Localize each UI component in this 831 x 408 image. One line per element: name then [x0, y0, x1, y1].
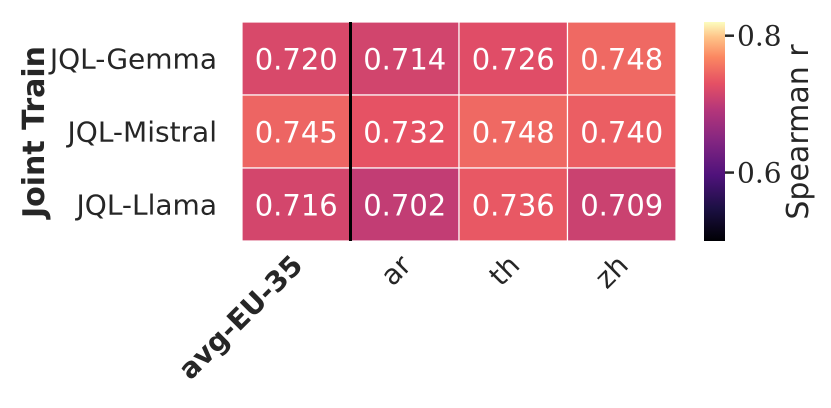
column-label: ar	[374, 248, 418, 292]
cell-value-label: 0.740	[580, 116, 663, 150]
cell-value-label: 0.702	[363, 189, 446, 223]
colorbar-tick-label: 0.6	[737, 157, 782, 190]
cell-value-labels: 0.720 0.714 0.726 0.748 0.745 0.732 0.748 0.740…	[255, 43, 664, 223]
column-labels: avg-EU-35 ar th zh	[172, 248, 635, 386]
row-label: JQL-Gemma	[48, 43, 217, 76]
column-label: zh	[588, 249, 634, 295]
heatmap-cell	[566, 167, 677, 242]
cell-value-label: 0.716	[255, 189, 338, 223]
colorbar-ticks: 0.6 0.8	[725, 20, 782, 190]
heatmap-cell	[458, 21, 569, 96]
heatmap-cell	[349, 21, 460, 96]
cell-value-label: 0.714	[363, 43, 446, 77]
column-label: th	[483, 249, 527, 293]
cell-value-label: 0.726	[472, 43, 555, 77]
colorbar	[704, 22, 725, 241]
heatmap-cell	[241, 94, 352, 169]
cell-value-label: 0.732	[363, 116, 446, 150]
cell-value-label: 0.720	[255, 43, 338, 77]
colorbar-title: Spearman r	[781, 44, 816, 220]
heatmap-cell	[566, 94, 677, 169]
row-label: JQL-Mistral	[66, 116, 217, 149]
heatmap-cell	[241, 167, 352, 242]
cell-value-label: 0.709	[580, 189, 663, 223]
row-labels: JQL-Gemma JQL-Mistral JQL-Llama	[48, 43, 217, 222]
heatmap-cell	[241, 21, 352, 96]
cell-value-label: 0.748	[580, 43, 663, 77]
cell-value-label: 0.736	[472, 189, 555, 223]
heatmap-cell	[349, 94, 460, 169]
heatmap-cell	[566, 21, 677, 96]
column-label: avg-EU-35	[172, 249, 309, 386]
heatmap-cell	[349, 167, 460, 242]
cell-value-label: 0.748	[472, 116, 555, 150]
heatmap-cells	[241, 21, 677, 242]
cell-value-label: 0.745	[255, 116, 338, 150]
row-label: JQL-Llama	[75, 189, 217, 222]
y-axis-title: Joint Train	[17, 46, 52, 220]
colorbar-tick-label: 0.8	[737, 20, 782, 53]
